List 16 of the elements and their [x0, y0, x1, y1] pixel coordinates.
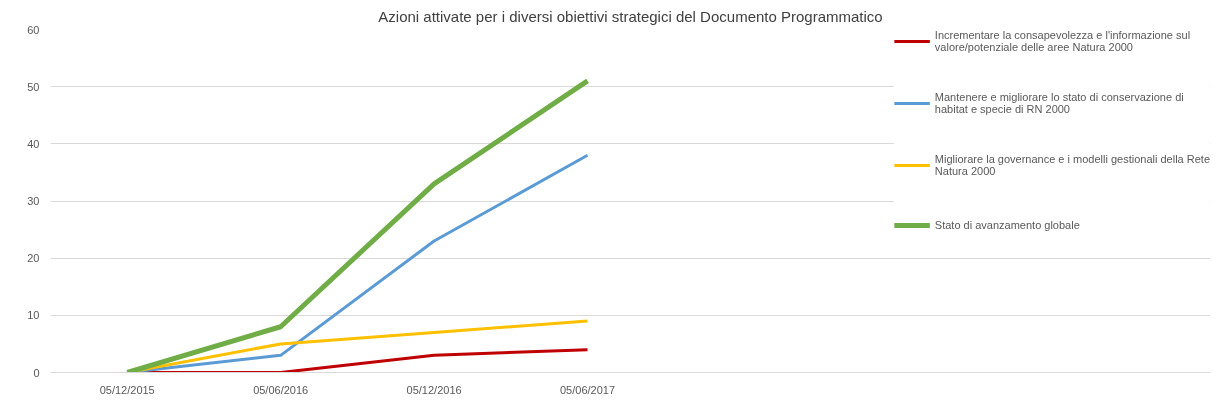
legend-label: Migliorare la governance e i modelli gestionali della Rete Natura 2000: [934, 153, 1210, 177]
y-tick-label: 30: [27, 195, 40, 207]
chart-title: Azioni attivate per i diversi obiettivi strategici del Documento Programmatico: [378, 7, 883, 25]
y-tick-label: 50: [27, 80, 40, 93]
y-tick-label: 10: [27, 309, 40, 322]
x-tick-label: 05/06/2017: [560, 383, 616, 396]
legend-label: Mantenere e migliorare lo stato di conservazione di habitat e specie di RN 2000: [934, 91, 1184, 115]
y-tick-label: 60: [27, 23, 40, 36]
y-tick-label: 0: [33, 366, 40, 379]
legend-label: Stato di avanzamento globale: [934, 218, 1080, 232]
x-tick-label: 05/12/2016: [406, 383, 462, 396]
legend-label: Incrementare la consapevolezza e l'informazione sul valore/potenziale delle aree Natura 2000: [934, 29, 1191, 53]
y-tick-label: 40: [27, 137, 40, 150]
x-tick-label: 05/12/2015: [99, 383, 155, 396]
x-tick-label: 05/06/2016: [253, 383, 309, 396]
y-tick-label: 20: [27, 252, 40, 265]
